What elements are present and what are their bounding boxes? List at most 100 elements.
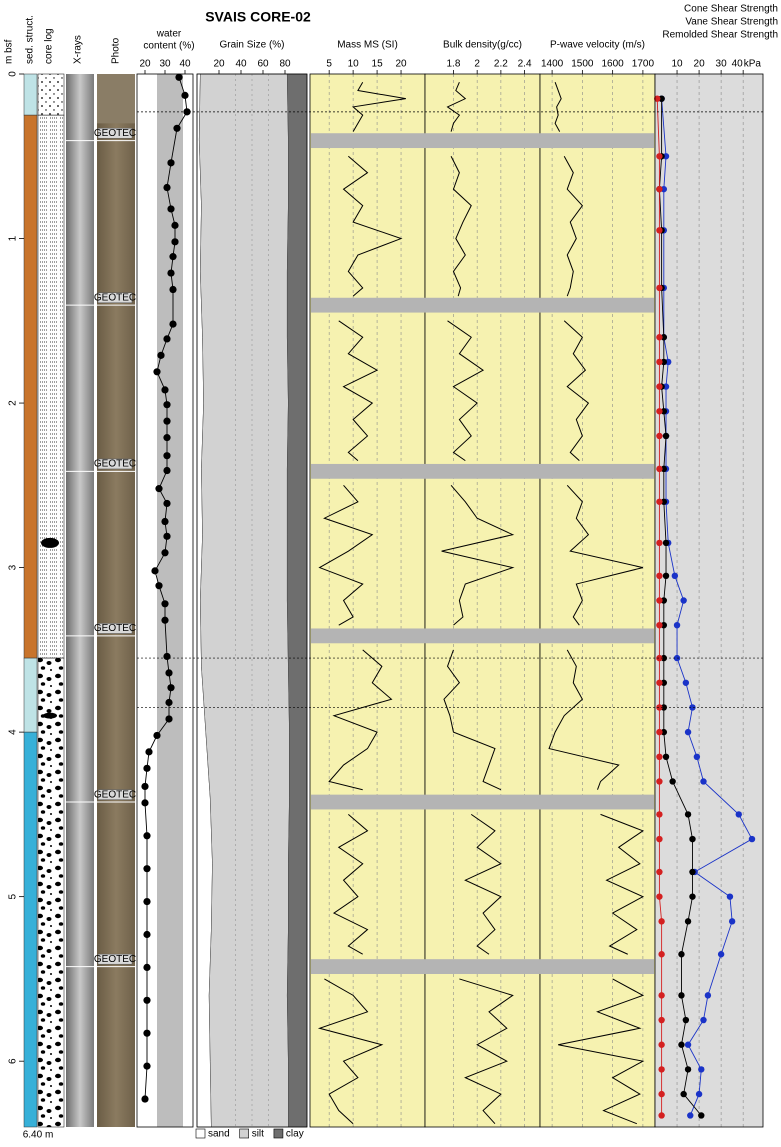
data-point [161, 549, 168, 556]
data-point [705, 992, 711, 998]
data-point [161, 600, 168, 607]
data-point [674, 622, 680, 628]
photo-label: GEOTEC [94, 623, 136, 634]
data-point [680, 597, 686, 603]
data-point [656, 540, 662, 546]
data-point [143, 997, 150, 1004]
data-point [165, 715, 172, 722]
lithology-unit [24, 658, 37, 732]
data-point [658, 1112, 664, 1118]
data-point [700, 1017, 706, 1023]
data-point [163, 500, 170, 507]
data-point [161, 617, 168, 624]
data-point [729, 918, 735, 924]
data-point [656, 186, 662, 192]
legend-entry: Remolded Shear Strength [662, 30, 778, 41]
depth-axis-label: m bsf [4, 39, 15, 64]
core-log [38, 115, 64, 658]
x-tick-label: 2 [474, 59, 480, 70]
data-point [163, 335, 170, 342]
depth-tick-label: 3 [8, 564, 19, 570]
data-point [163, 418, 170, 425]
core-photo-top [97, 74, 135, 123]
x-tick-label: 60 [257, 59, 269, 70]
data-point [663, 573, 669, 579]
data-point [685, 1066, 691, 1072]
legend-swatch [240, 1129, 249, 1138]
depth-tick-label: 2 [8, 400, 19, 406]
x-tick-label: 20 [694, 59, 706, 70]
x-tick-label: 30 [716, 59, 728, 70]
data-point [698, 1112, 704, 1118]
data-point [678, 992, 684, 998]
x-tick-label: 1700 [632, 59, 655, 70]
data-point [143, 832, 150, 839]
core-gap [311, 298, 654, 313]
data-point [698, 1066, 704, 1072]
data-point [656, 778, 662, 784]
data-point [678, 1042, 684, 1048]
x-tick-label: 20 [139, 59, 151, 70]
data-point [689, 869, 695, 875]
x-axis-label: content (%) [143, 41, 194, 52]
data-point [689, 836, 695, 842]
panel-background [655, 74, 763, 1127]
data-point [161, 518, 168, 525]
data-point [658, 951, 664, 957]
data-point [656, 869, 662, 875]
data-point [656, 754, 662, 760]
x-tick-label: 10 [671, 59, 683, 70]
photo-label: GEOTEC [94, 128, 136, 139]
column-header: X-rays [73, 35, 84, 64]
data-point [143, 865, 150, 872]
data-point [656, 383, 662, 389]
data-point [687, 1112, 693, 1118]
data-point [169, 320, 176, 327]
data-point [175, 74, 182, 81]
column-header: Photo [111, 37, 122, 64]
data-point [173, 125, 180, 132]
data-point [656, 334, 662, 340]
data-point [143, 765, 150, 772]
data-point [658, 992, 664, 998]
data-point [141, 1095, 148, 1102]
depth-tick-label: 1 [8, 235, 19, 241]
data-point [143, 898, 150, 905]
data-point [165, 669, 172, 676]
depth-tick-label: 4 [8, 729, 19, 735]
data-point [663, 540, 669, 546]
data-point [163, 434, 170, 441]
data-point [678, 951, 684, 957]
data-point [143, 1063, 150, 1070]
core-photo [97, 74, 135, 1127]
core-length: 6.40 m [23, 1130, 54, 1141]
x-tick-label: 40 [179, 59, 191, 70]
data-point [683, 680, 689, 686]
x-tick-label: 1.8 [447, 59, 461, 70]
data-point [656, 622, 662, 628]
data-point [167, 684, 174, 691]
core-log [38, 74, 64, 115]
data-point [685, 811, 691, 817]
data-point [656, 408, 662, 414]
legend-entry: silt [252, 1129, 264, 1140]
data-point [169, 253, 176, 260]
data-point [143, 964, 150, 971]
x-tick-label: 80 [279, 59, 291, 70]
data-point [163, 184, 170, 191]
data-point [685, 1042, 691, 1048]
data-point [163, 653, 170, 660]
legend-swatch [196, 1129, 205, 1138]
data-point [658, 1042, 664, 1048]
data-point [749, 836, 755, 842]
depth-tick-label: 6 [8, 1058, 19, 1064]
x-tick-label: 2.4 [518, 59, 532, 70]
column-header: sed. struct. [25, 15, 36, 64]
data-point [656, 680, 662, 686]
data-point [171, 222, 178, 229]
data-point [669, 778, 675, 784]
clast [41, 538, 59, 548]
data-point [658, 918, 664, 924]
clast [43, 713, 57, 719]
core-gap [311, 959, 654, 974]
